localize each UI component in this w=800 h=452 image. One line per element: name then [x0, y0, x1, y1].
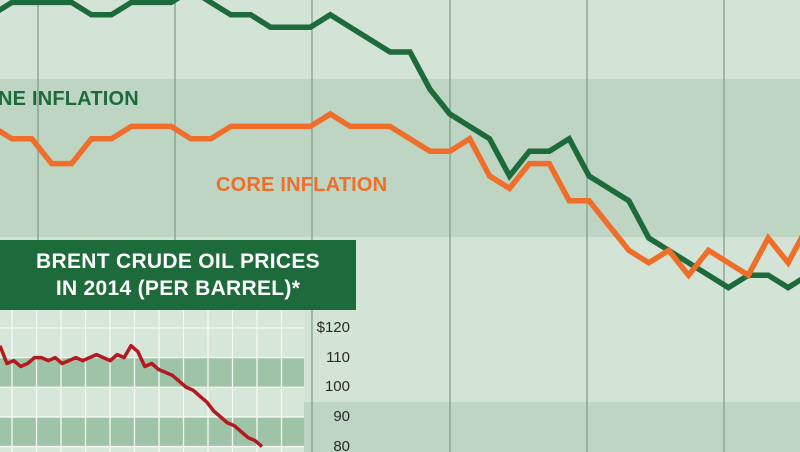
series-line: [0, 110, 800, 280]
y-tick-label: 100: [324, 378, 350, 396]
inset-series: [0, 343, 264, 448]
core-inflation-label: CORE INFLATION: [216, 174, 388, 196]
inset-gridlines: [0, 310, 304, 452]
inset-title-line-1: BRENT CRUDE OIL PRICES: [36, 250, 320, 273]
oil-price-chart: [0, 310, 304, 452]
oil-price-line: [0, 343, 264, 448]
y-tick-label: 90: [333, 407, 350, 425]
chart-band: [0, 79, 800, 237]
inset-title-line-2: IN 2014 (PER BARREL)*: [55, 277, 301, 300]
headline-inflation-label: NE INFLATION: [0, 88, 139, 110]
chart-series: [0, 0, 800, 291]
y-tick-label: 110: [326, 348, 350, 366]
inset-title-box: [0, 240, 356, 310]
y-tick-label: $120: [316, 318, 350, 336]
y-tick-label: 80: [333, 437, 350, 452]
inset-title: BRENT CRUDE OIL PRICES IN 2014 (PER BARR…: [0, 248, 356, 302]
